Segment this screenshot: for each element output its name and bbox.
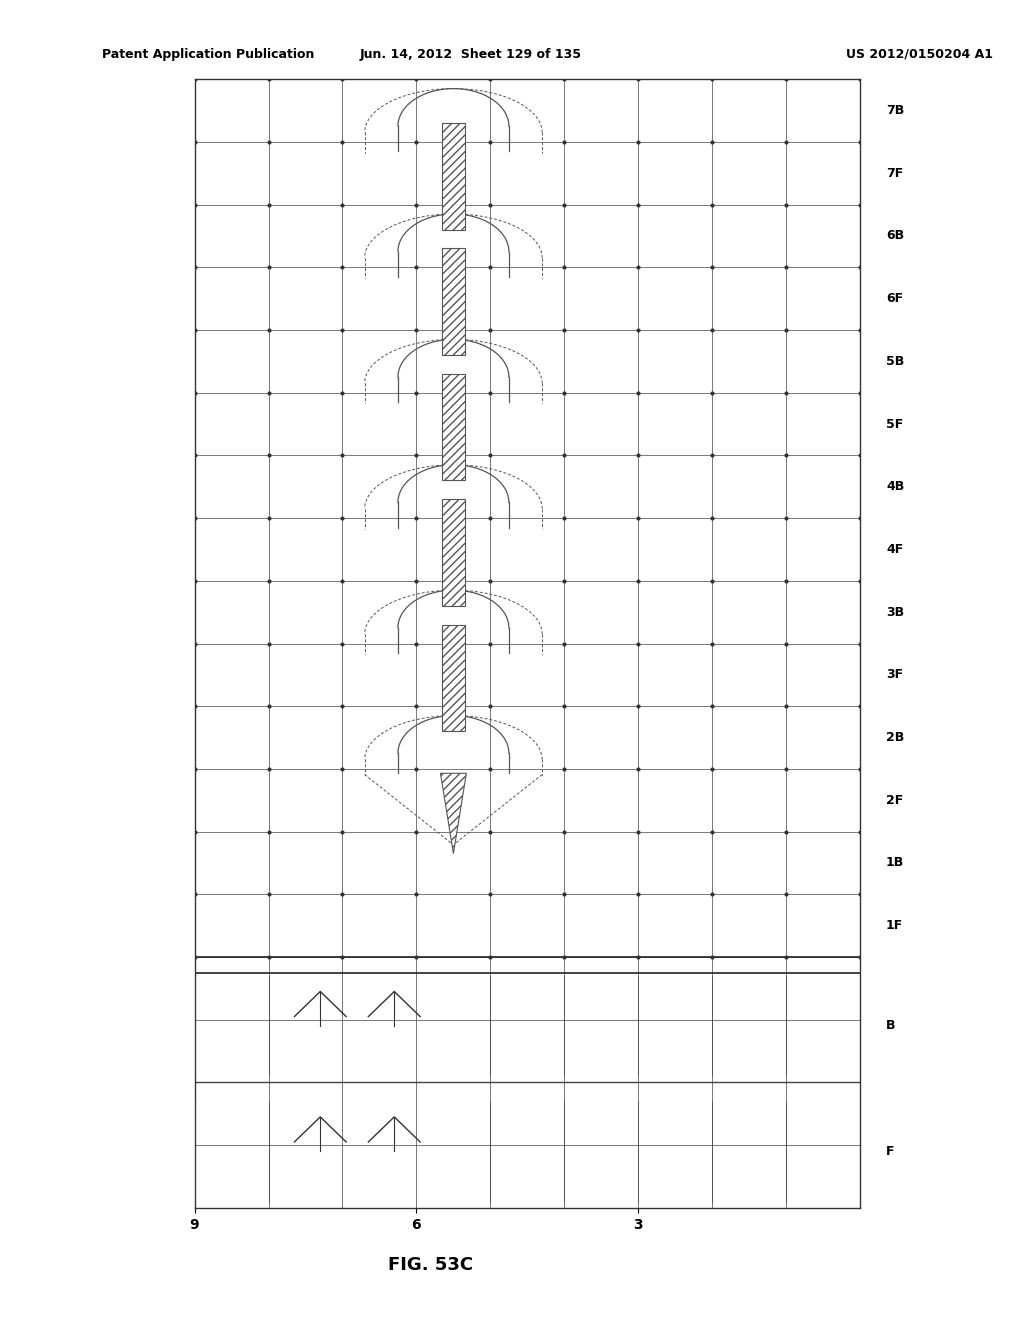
Bar	[441, 499, 465, 606]
Text: 4B: 4B	[886, 480, 904, 494]
Text: 1B: 1B	[886, 857, 904, 870]
Text: FIG. 53C: FIG. 53C	[387, 1255, 473, 1274]
Text: 5B: 5B	[886, 355, 904, 368]
Bar	[441, 624, 465, 731]
Text: B: B	[886, 1019, 896, 1032]
Text: US 2012/0150204 A1: US 2012/0150204 A1	[846, 48, 993, 61]
Text: 4F: 4F	[886, 543, 903, 556]
Bar	[441, 123, 465, 230]
Text: Jun. 14, 2012  Sheet 129 of 135: Jun. 14, 2012 Sheet 129 of 135	[360, 48, 582, 61]
Text: 3B: 3B	[886, 606, 904, 619]
Bar	[441, 374, 465, 480]
Polygon shape	[440, 774, 466, 854]
Text: 5F: 5F	[886, 417, 903, 430]
Text: 2F: 2F	[886, 793, 903, 807]
Text: F: F	[886, 1144, 895, 1158]
Text: 7F: 7F	[886, 166, 903, 180]
Text: 7B: 7B	[886, 104, 904, 117]
Text: 1F: 1F	[886, 919, 903, 932]
Text: 6F: 6F	[886, 292, 903, 305]
Text: 6B: 6B	[886, 230, 904, 243]
Bar	[441, 248, 465, 355]
Text: 2B: 2B	[886, 731, 904, 744]
Text: 3F: 3F	[886, 668, 903, 681]
Text: Patent Application Publication: Patent Application Publication	[102, 48, 314, 61]
